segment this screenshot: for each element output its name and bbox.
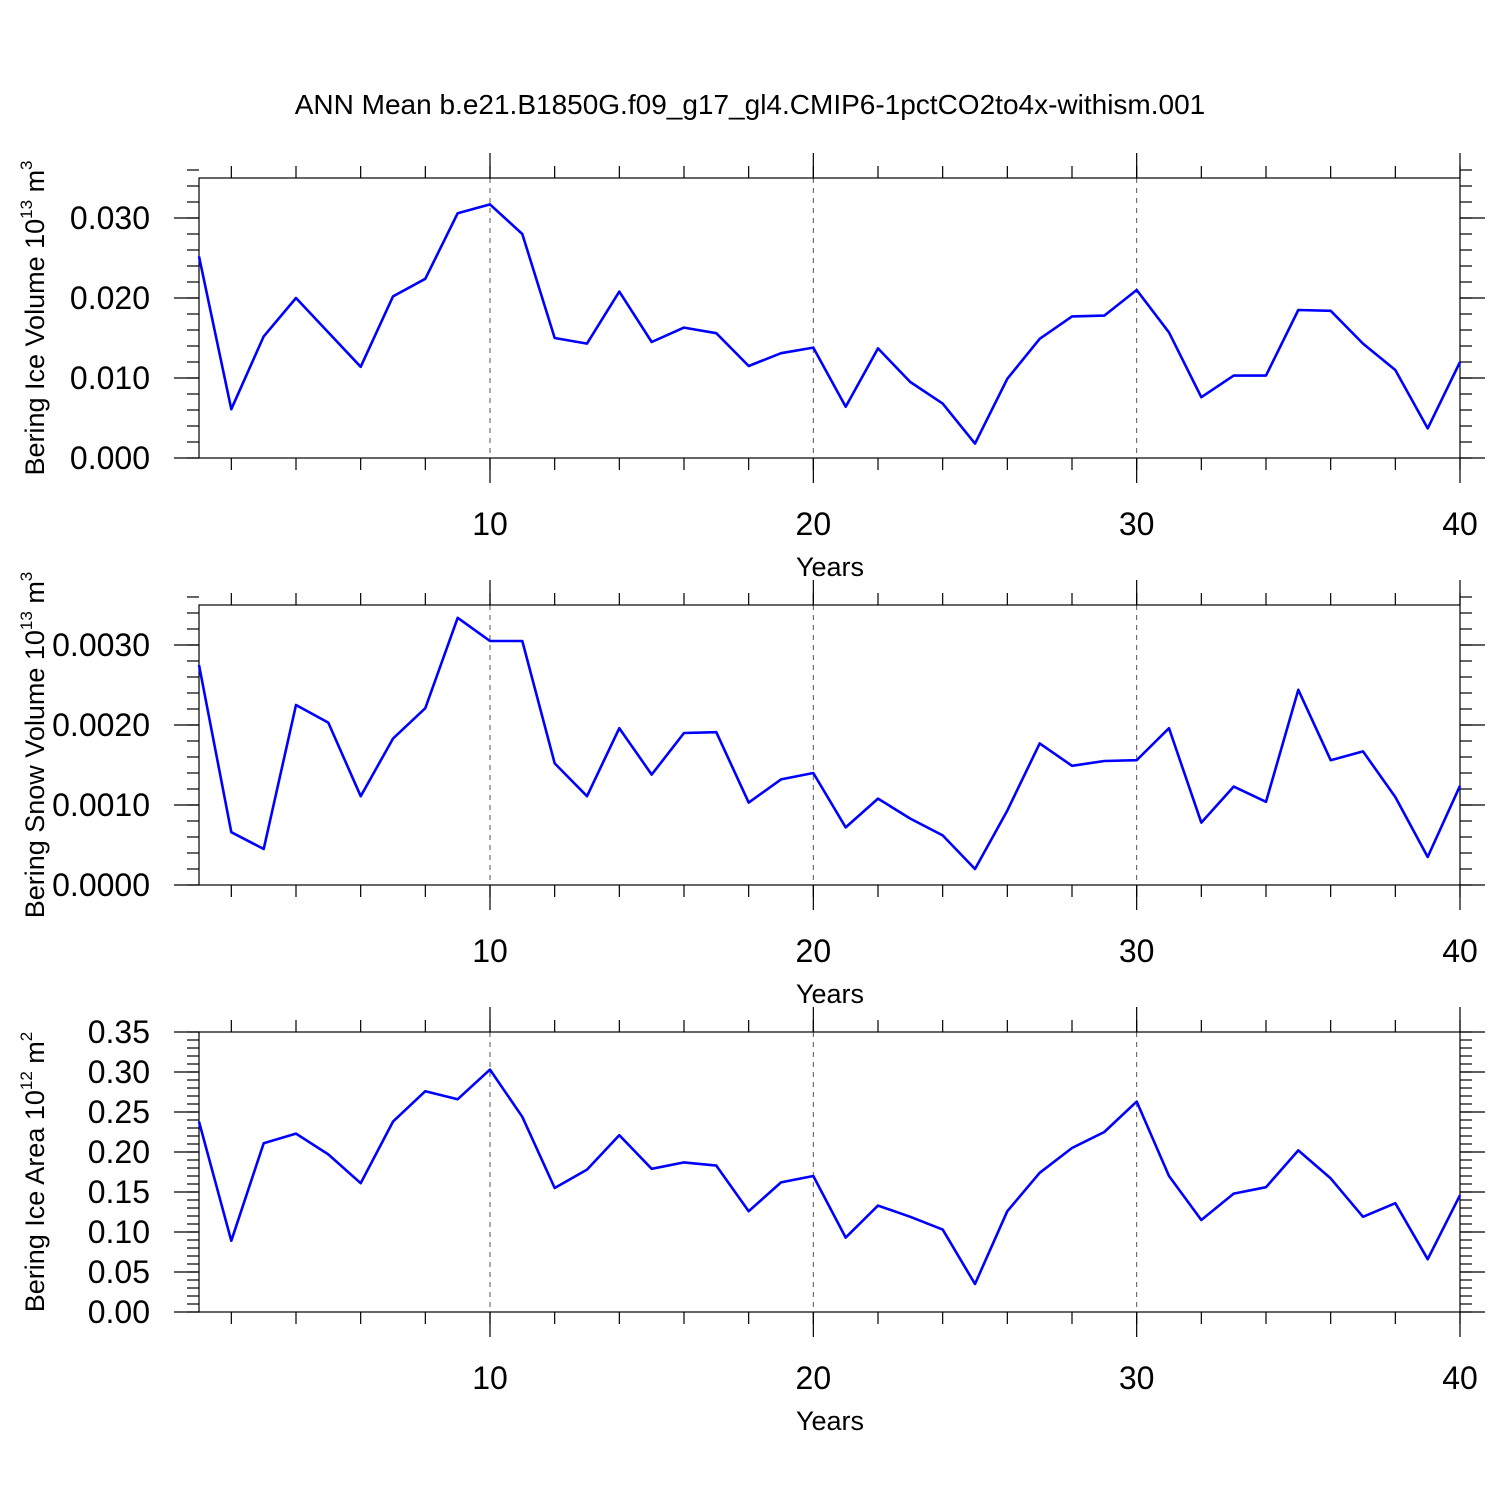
x-tick-label: 30 [1119, 1360, 1155, 1396]
x-axis-title: Years [796, 979, 864, 1009]
y-tick-label: 0.020 [70, 280, 150, 316]
plot-frame [198, 604, 1461, 886]
x-tick-label: 30 [1119, 933, 1155, 969]
y-tick-label: 0.30 [88, 1054, 150, 1090]
series-line [197, 203, 1462, 445]
y-axis-title-unit: m [20, 581, 50, 611]
x-tick-label: 20 [796, 1360, 832, 1396]
y-axis-title-exponent: 13 [17, 200, 36, 219]
y-tick-label: 0.030 [70, 200, 150, 236]
y-axis-title: Bering Ice Volume 1013 m3 [17, 160, 50, 475]
x-axis-title: Years [796, 1406, 864, 1436]
panel-3: 0.00 0.05 0.10 0.15 0.20 0.25 0.30 0.35 10 20 30 40… [17, 1007, 1485, 1436]
y-tick-label: 0.00 [88, 1294, 150, 1330]
x-tick-label: 20 [796, 933, 832, 969]
y-axis-title-exponent: 12 [17, 1071, 36, 1090]
x-tick-label: 30 [1119, 506, 1155, 542]
y-tick-label: 0.0000 [52, 867, 150, 903]
series-line [197, 616, 1462, 871]
y-tick-label: 0.000 [70, 440, 150, 476]
x-tick-label: 10 [472, 1360, 508, 1396]
y-axis-title-unit: m [20, 1041, 50, 1071]
y-tick-label: 0.20 [88, 1134, 150, 1170]
y-axis-title-main: Bering Ice Area 10 [20, 1090, 50, 1312]
y-tick-label: 0.15 [88, 1174, 150, 1210]
y-tick-label: 0.0030 [52, 627, 150, 663]
y-tick-label: 0.25 [88, 1094, 150, 1130]
panel-1: 0.000 0.010 0.020 0.030 10 20 30 40 Years Bering … [17, 153, 1485, 582]
x-axis-title: Years [796, 552, 864, 582]
y-tick-label: 0.0020 [52, 707, 150, 743]
y-tick-label: 0.35 [88, 1014, 150, 1050]
y-axis-title-unit-exponent: 3 [17, 160, 36, 169]
x-tick-label: 40 [1442, 1360, 1478, 1396]
y-tick-label: 0.05 [88, 1254, 150, 1290]
plot-frame [198, 1031, 1461, 1313]
x-tick-label: 10 [472, 933, 508, 969]
y-tick-label: 0.10 [88, 1214, 150, 1250]
y-tick-label: 0.0010 [52, 787, 150, 823]
x-tick-label: 20 [796, 506, 832, 542]
y-axis-title-exponent: 13 [17, 611, 36, 630]
y-axis-title-unit: m [20, 170, 50, 200]
panel-2: 0.0000 0.0010 0.0020 0.0030 10 20 30 40 Years Ber… [17, 572, 1485, 1009]
x-tick-label: 10 [472, 506, 508, 542]
y-axis-title: Bering Ice Area 1012 m2 [17, 1032, 50, 1313]
figure-title: ANN Mean b.e21.B1850G.f09_g17_gl4.CMIP6-… [295, 89, 1206, 120]
x-tick-label: 40 [1442, 933, 1478, 969]
y-axis-title-unit-exponent: 3 [17, 572, 36, 581]
x-tick-label: 40 [1442, 506, 1478, 542]
series-line [197, 1068, 1462, 1286]
y-axis-title-unit-exponent: 2 [17, 1032, 36, 1041]
y-tick-label: 0.010 [70, 360, 150, 396]
plot-frame [198, 177, 1461, 459]
y-axis-title-main: Bering Snow Volume 10 [20, 630, 50, 918]
y-axis-title-main: Bering Ice Volume 10 [20, 219, 50, 476]
y-axis-title: Bering Snow Volume 1013 m3 [17, 572, 50, 919]
